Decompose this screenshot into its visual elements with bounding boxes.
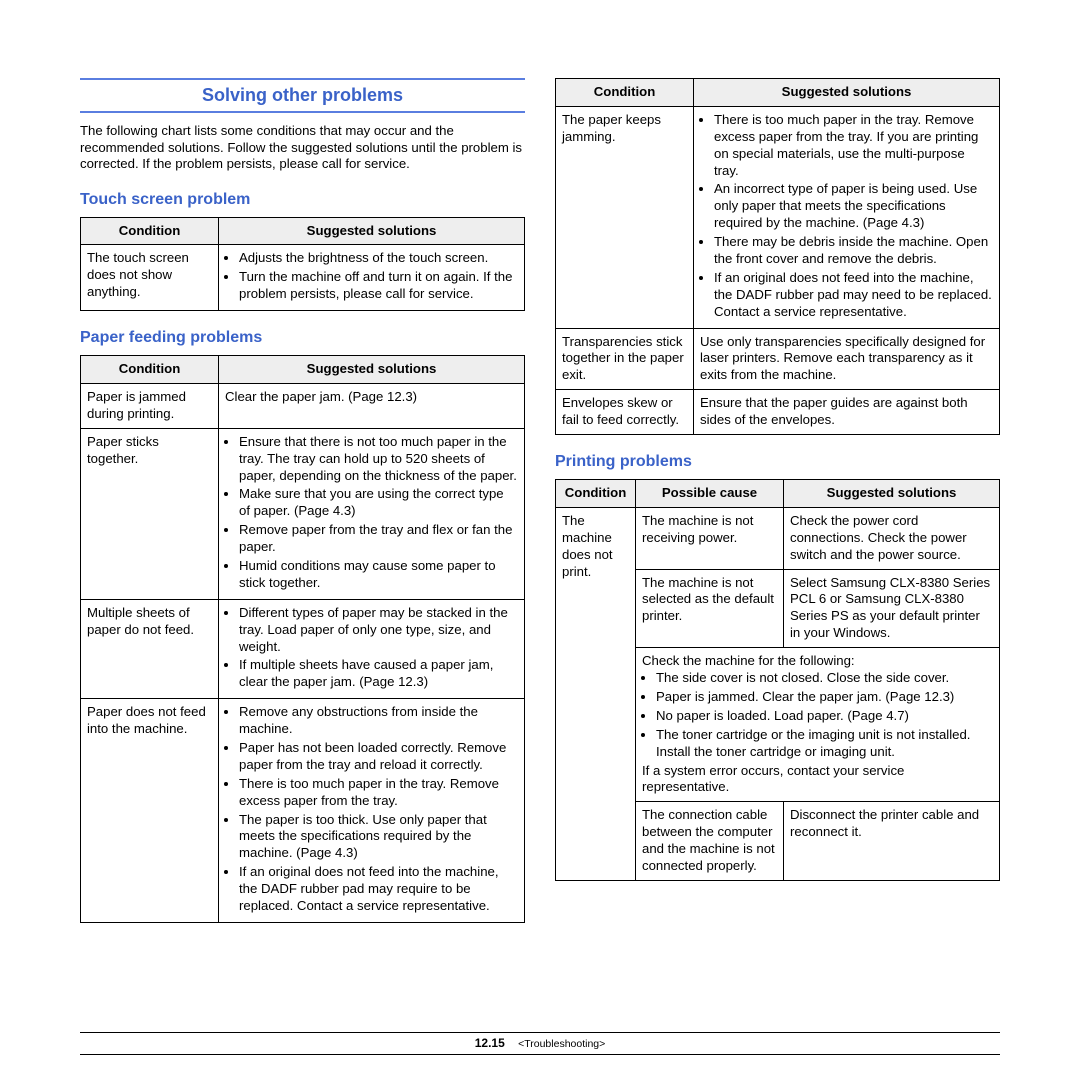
table-row: The machine does not print. The machine …	[556, 507, 1000, 569]
cell-solution: Disconnect the printer cable and reconne…	[784, 802, 1000, 881]
cell-condition: Multiple sheets of paper do not feed.	[81, 599, 219, 698]
intro-text: The following chart lists some condition…	[80, 123, 525, 173]
list-item: Turn the machine off and turn it on agai…	[239, 269, 518, 303]
table-row: The paper keeps jamming. There is too mu…	[556, 106, 1000, 328]
col-solutions: Suggested solutions	[219, 217, 525, 245]
section-heading: Solving other problems	[80, 78, 525, 113]
list-item: Remove paper from the tray and flex or f…	[239, 522, 518, 556]
col-cause: Possible cause	[636, 480, 784, 508]
col-condition: Condition	[556, 79, 694, 107]
printing-table: Condition Possible cause Suggested solut…	[555, 479, 1000, 881]
cell-condition: Paper sticks together.	[81, 428, 219, 599]
list-item: Paper has not been loaded correctly. Rem…	[239, 740, 518, 774]
cell-solution: Check the power cord connections. Check …	[784, 507, 1000, 569]
list-item: The paper is too thick. Use only paper t…	[239, 812, 518, 863]
page-content: Solving other problems The following cha…	[80, 78, 1000, 941]
list-item: No paper is loaded. Load paper. (Page 4.…	[656, 708, 993, 725]
footer-section: <Troubleshooting>	[518, 1038, 605, 1050]
paper-title: Paper feeding problems	[80, 329, 525, 347]
list-item: Ensure that there is not too much paper …	[239, 434, 518, 485]
printing-title: Printing problems	[555, 453, 1000, 471]
table-row: Transparencies stick together in the pap…	[556, 328, 1000, 390]
cell-solution: Ensure that the paper guides are against…	[694, 390, 1000, 435]
list-item: There may be debris inside the machine. …	[714, 234, 993, 268]
cell-checklist: Check the machine for the following: The…	[636, 648, 1000, 802]
list-item: If multiple sheets have caused a paper j…	[239, 657, 518, 691]
list-item: Paper is jammed. Clear the paper jam. (P…	[656, 689, 993, 706]
col-condition: Condition	[81, 356, 219, 384]
list-item: Humid conditions may cause some paper to…	[239, 558, 518, 592]
right-column: Condition Suggested solutions The paper …	[555, 78, 1000, 941]
list-item: There is too much paper in the tray. Rem…	[714, 112, 993, 180]
touch-table: Condition Suggested solutions The touch …	[80, 217, 525, 312]
table-row: Paper is jammed during printing. Clear t…	[81, 383, 525, 428]
cell-condition: Envelopes skew or fail to feed correctly…	[556, 390, 694, 435]
cell-condition: The paper keeps jamming.	[556, 106, 694, 328]
list-item: Remove any obstructions from inside the …	[239, 704, 518, 738]
cell-condition: The machine does not print.	[556, 507, 636, 880]
list-item: The side cover is not closed. Close the …	[656, 670, 993, 687]
left-column: Solving other problems The following cha…	[80, 78, 525, 941]
col-solutions: Suggested solutions	[694, 79, 1000, 107]
table-row: The touch screen does not show anything.…	[81, 245, 525, 311]
table-row: Paper sticks together. Ensure that there…	[81, 428, 525, 599]
cell-solution: There is too much paper in the tray. Rem…	[694, 106, 1000, 328]
cell-solution: Use only transparencies specifically des…	[694, 328, 1000, 390]
list-item: If an original does not feed into the ma…	[239, 864, 518, 915]
cell-condition: Paper does not feed into the machine.	[81, 699, 219, 923]
paper-table-continued: Condition Suggested solutions The paper …	[555, 78, 1000, 435]
cell-cause: The machine is not receiving power.	[636, 507, 784, 569]
table-row: Multiple sheets of paper do not feed. Di…	[81, 599, 525, 698]
list-item: There is too much paper in the tray. Rem…	[239, 776, 518, 810]
cell-condition: The touch screen does not show anything.	[81, 245, 219, 311]
list-item: The toner cartridge or the imaging unit …	[656, 727, 993, 761]
page-footer: 12.15 <Troubleshooting>	[80, 1032, 1000, 1055]
cell-solution: Remove any obstructions from inside the …	[219, 699, 525, 923]
col-solutions: Suggested solutions	[219, 356, 525, 384]
cell-condition: Paper is jammed during printing.	[81, 383, 219, 428]
cell-cause: The connection cable between the compute…	[636, 802, 784, 881]
cell-solution: Clear the paper jam. (Page 12.3)	[219, 383, 525, 428]
col-condition: Condition	[556, 480, 636, 508]
col-condition: Condition	[81, 217, 219, 245]
cell-cause: The machine is not selected as the defau…	[636, 569, 784, 648]
page-number: 12.15	[475, 1036, 505, 1050]
checklist-lead: Check the machine for the following:	[642, 653, 993, 670]
table-row: Paper does not feed into the machine. Re…	[81, 699, 525, 923]
list-item: Adjusts the brightness of the touch scre…	[239, 250, 518, 267]
list-item: An incorrect type of paper is being used…	[714, 181, 993, 232]
cell-condition: Transparencies stick together in the pap…	[556, 328, 694, 390]
table-row: Envelopes skew or fail to feed correctly…	[556, 390, 1000, 435]
col-solutions: Suggested solutions	[784, 480, 1000, 508]
touch-title: Touch screen problem	[80, 191, 525, 209]
cell-solution: Adjusts the brightness of the touch scre…	[219, 245, 525, 311]
paper-table: Condition Suggested solutions Paper is j…	[80, 355, 525, 923]
cell-solution: Ensure that there is not too much paper …	[219, 428, 525, 599]
list-item: Make sure that you are using the correct…	[239, 486, 518, 520]
checklist-tail: If a system error occurs, contact your s…	[642, 763, 993, 797]
list-item: If an original does not feed into the ma…	[714, 270, 993, 321]
cell-solution: Select Samsung CLX-8380 Series PCL 6 or …	[784, 569, 1000, 648]
list-item: Different types of paper may be stacked …	[239, 605, 518, 656]
cell-solution: Different types of paper may be stacked …	[219, 599, 525, 698]
